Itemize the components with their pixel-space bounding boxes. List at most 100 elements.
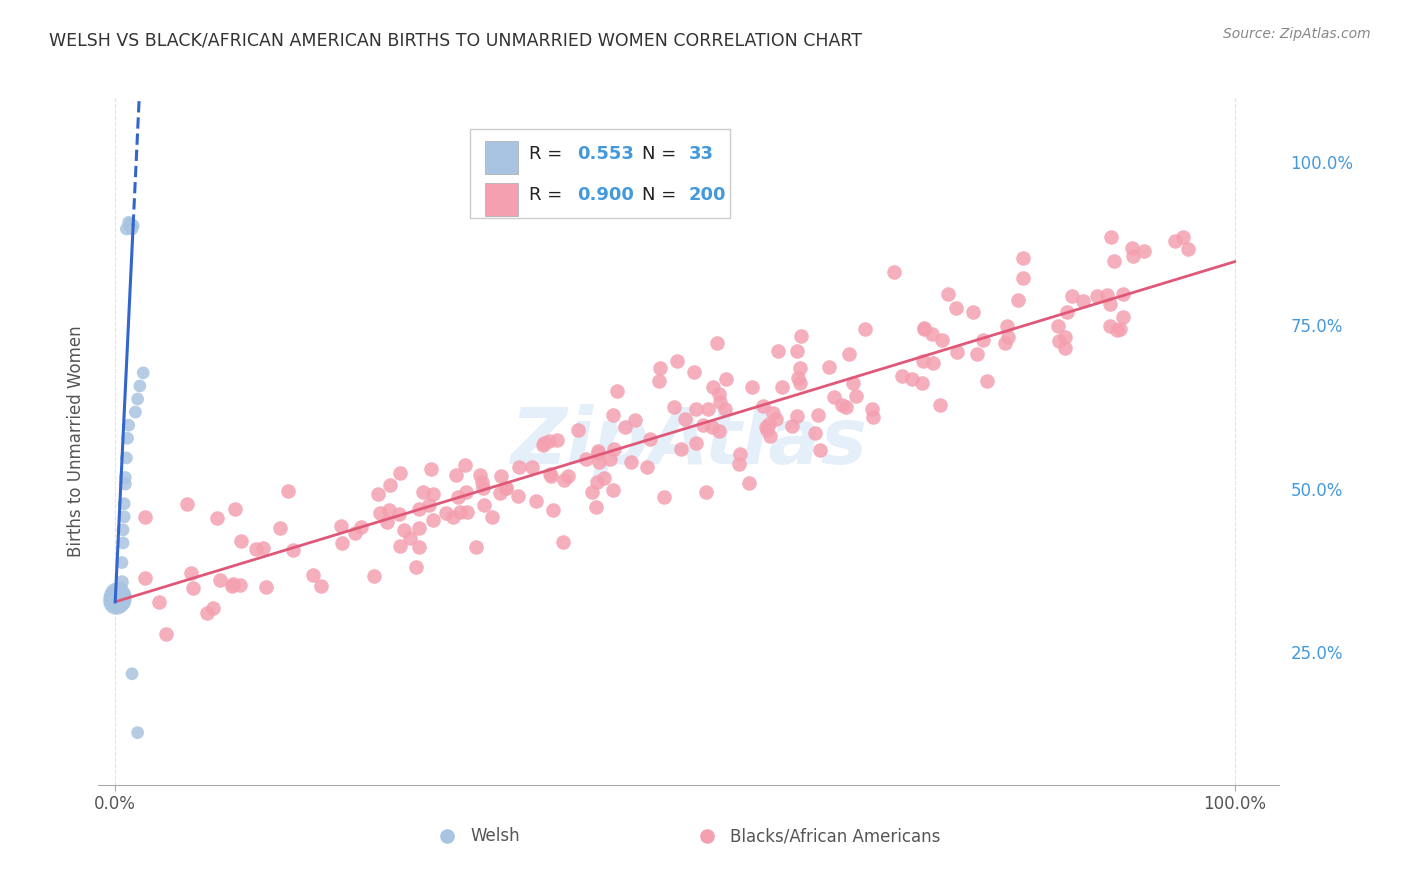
- Point: [787, 371, 810, 385]
- Point: [588, 455, 610, 469]
- Point: [121, 666, 143, 681]
- Point: [229, 578, 252, 592]
- Point: [495, 481, 517, 495]
- Text: 25.0%: 25.0%: [1291, 645, 1343, 663]
- Point: [713, 402, 735, 417]
- Point: [252, 541, 274, 556]
- Point: [472, 481, 495, 495]
- Text: N =: N =: [641, 145, 682, 163]
- Point: [912, 320, 935, 334]
- Text: Source: ZipAtlas.com: Source: ZipAtlas.com: [1223, 27, 1371, 41]
- Point: [134, 510, 156, 524]
- Point: [209, 573, 232, 587]
- Point: [481, 510, 503, 524]
- Point: [994, 335, 1017, 350]
- Point: [107, 593, 129, 607]
- Point: [1053, 330, 1076, 344]
- Point: [330, 519, 353, 533]
- Point: [599, 451, 621, 466]
- Point: [728, 457, 751, 471]
- Point: [966, 347, 988, 361]
- Point: [1112, 310, 1135, 324]
- Point: [553, 473, 575, 487]
- Point: [245, 542, 267, 557]
- Point: [111, 575, 134, 590]
- Point: [176, 497, 198, 511]
- Point: [786, 409, 808, 423]
- Point: [648, 361, 671, 376]
- Point: [231, 533, 253, 548]
- Point: [842, 376, 865, 390]
- Point: [148, 595, 170, 609]
- Point: [112, 523, 135, 537]
- Point: [709, 395, 731, 409]
- Point: [508, 460, 530, 475]
- Point: [224, 502, 246, 516]
- Point: [662, 400, 685, 414]
- Point: [912, 322, 935, 336]
- Point: [1007, 293, 1029, 307]
- Point: [606, 384, 628, 398]
- Point: [546, 434, 568, 448]
- Point: [602, 408, 624, 422]
- Text: Welsh: Welsh: [471, 828, 520, 846]
- Point: [105, 595, 128, 609]
- Point: [1121, 241, 1143, 255]
- Point: [1054, 341, 1077, 355]
- Point: [1164, 234, 1187, 248]
- Text: R =: R =: [530, 186, 568, 204]
- Text: 0.900: 0.900: [576, 186, 634, 204]
- Point: [434, 860, 457, 874]
- Point: [995, 318, 1018, 333]
- Point: [683, 365, 706, 379]
- Point: [669, 442, 692, 457]
- Point: [1012, 251, 1035, 265]
- Point: [853, 322, 876, 336]
- Point: [117, 215, 139, 229]
- Point: [602, 483, 624, 497]
- Point: [127, 392, 149, 406]
- Point: [1112, 287, 1135, 301]
- Point: [470, 468, 492, 483]
- Point: [531, 437, 554, 451]
- Point: [593, 471, 616, 485]
- Point: [412, 485, 434, 500]
- Point: [921, 326, 943, 341]
- Text: N =: N =: [641, 186, 682, 204]
- Text: WELSH VS BLACK/AFRICAN AMERICAN BIRTHS TO UNMARRIED WOMEN CORRELATION CHART: WELSH VS BLACK/AFRICAN AMERICAN BIRTHS T…: [49, 31, 862, 49]
- Point: [254, 581, 277, 595]
- Point: [128, 379, 150, 393]
- Point: [586, 446, 609, 460]
- Point: [695, 484, 717, 499]
- Point: [1060, 289, 1083, 303]
- Point: [807, 408, 830, 422]
- Point: [586, 444, 609, 458]
- Point: [422, 487, 444, 501]
- Point: [741, 379, 763, 393]
- Point: [845, 389, 868, 403]
- Point: [394, 523, 416, 537]
- Point: [1102, 253, 1125, 268]
- Point: [506, 490, 529, 504]
- Point: [946, 345, 969, 359]
- Text: ZipAtlas: ZipAtlas: [510, 403, 868, 480]
- Point: [1098, 297, 1121, 311]
- Point: [110, 582, 132, 596]
- Point: [389, 466, 412, 480]
- Point: [817, 360, 839, 375]
- Point: [132, 366, 155, 380]
- FancyBboxPatch shape: [485, 183, 517, 216]
- Point: [367, 487, 389, 501]
- Point: [1095, 288, 1118, 302]
- Point: [134, 571, 156, 585]
- Point: [277, 484, 299, 499]
- Point: [118, 219, 141, 233]
- Point: [181, 581, 204, 595]
- Point: [931, 334, 953, 348]
- Point: [762, 406, 785, 420]
- Point: [648, 374, 671, 388]
- Point: [105, 591, 128, 606]
- Point: [692, 418, 714, 433]
- Point: [127, 725, 149, 739]
- Point: [495, 481, 517, 495]
